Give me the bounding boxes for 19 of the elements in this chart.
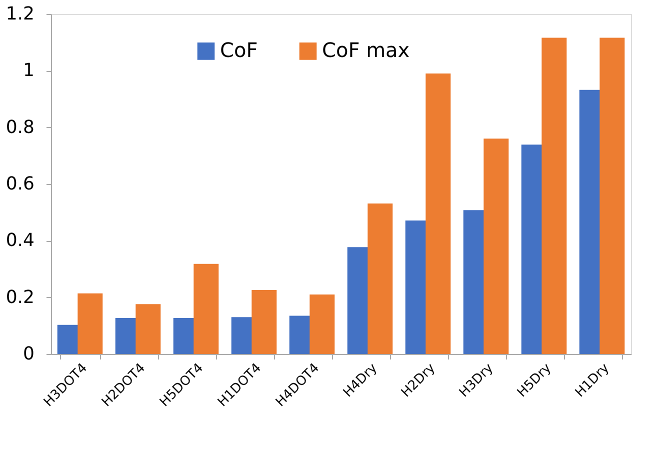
legend-label: CoF	[220, 38, 258, 62]
y-tick-label: 0.8	[6, 116, 34, 138]
y-tick-label: 0	[23, 344, 34, 364]
y-tick-label: 0.4	[6, 230, 34, 252]
bar	[368, 204, 393, 354]
bar	[542, 38, 567, 354]
bar	[252, 290, 277, 354]
bar	[78, 293, 103, 354]
bar	[310, 294, 335, 354]
legend-label: CoF max	[322, 38, 410, 62]
bar	[194, 264, 219, 354]
y-tick-label: 0.2	[6, 286, 34, 308]
y-tick-label: 1.2	[6, 4, 34, 24]
bar	[600, 38, 625, 354]
y-tick-label: 1	[23, 60, 34, 82]
bar	[136, 304, 161, 354]
bar	[426, 74, 451, 354]
y-tick-label: 0.6	[6, 174, 34, 194]
bar	[484, 138, 509, 354]
